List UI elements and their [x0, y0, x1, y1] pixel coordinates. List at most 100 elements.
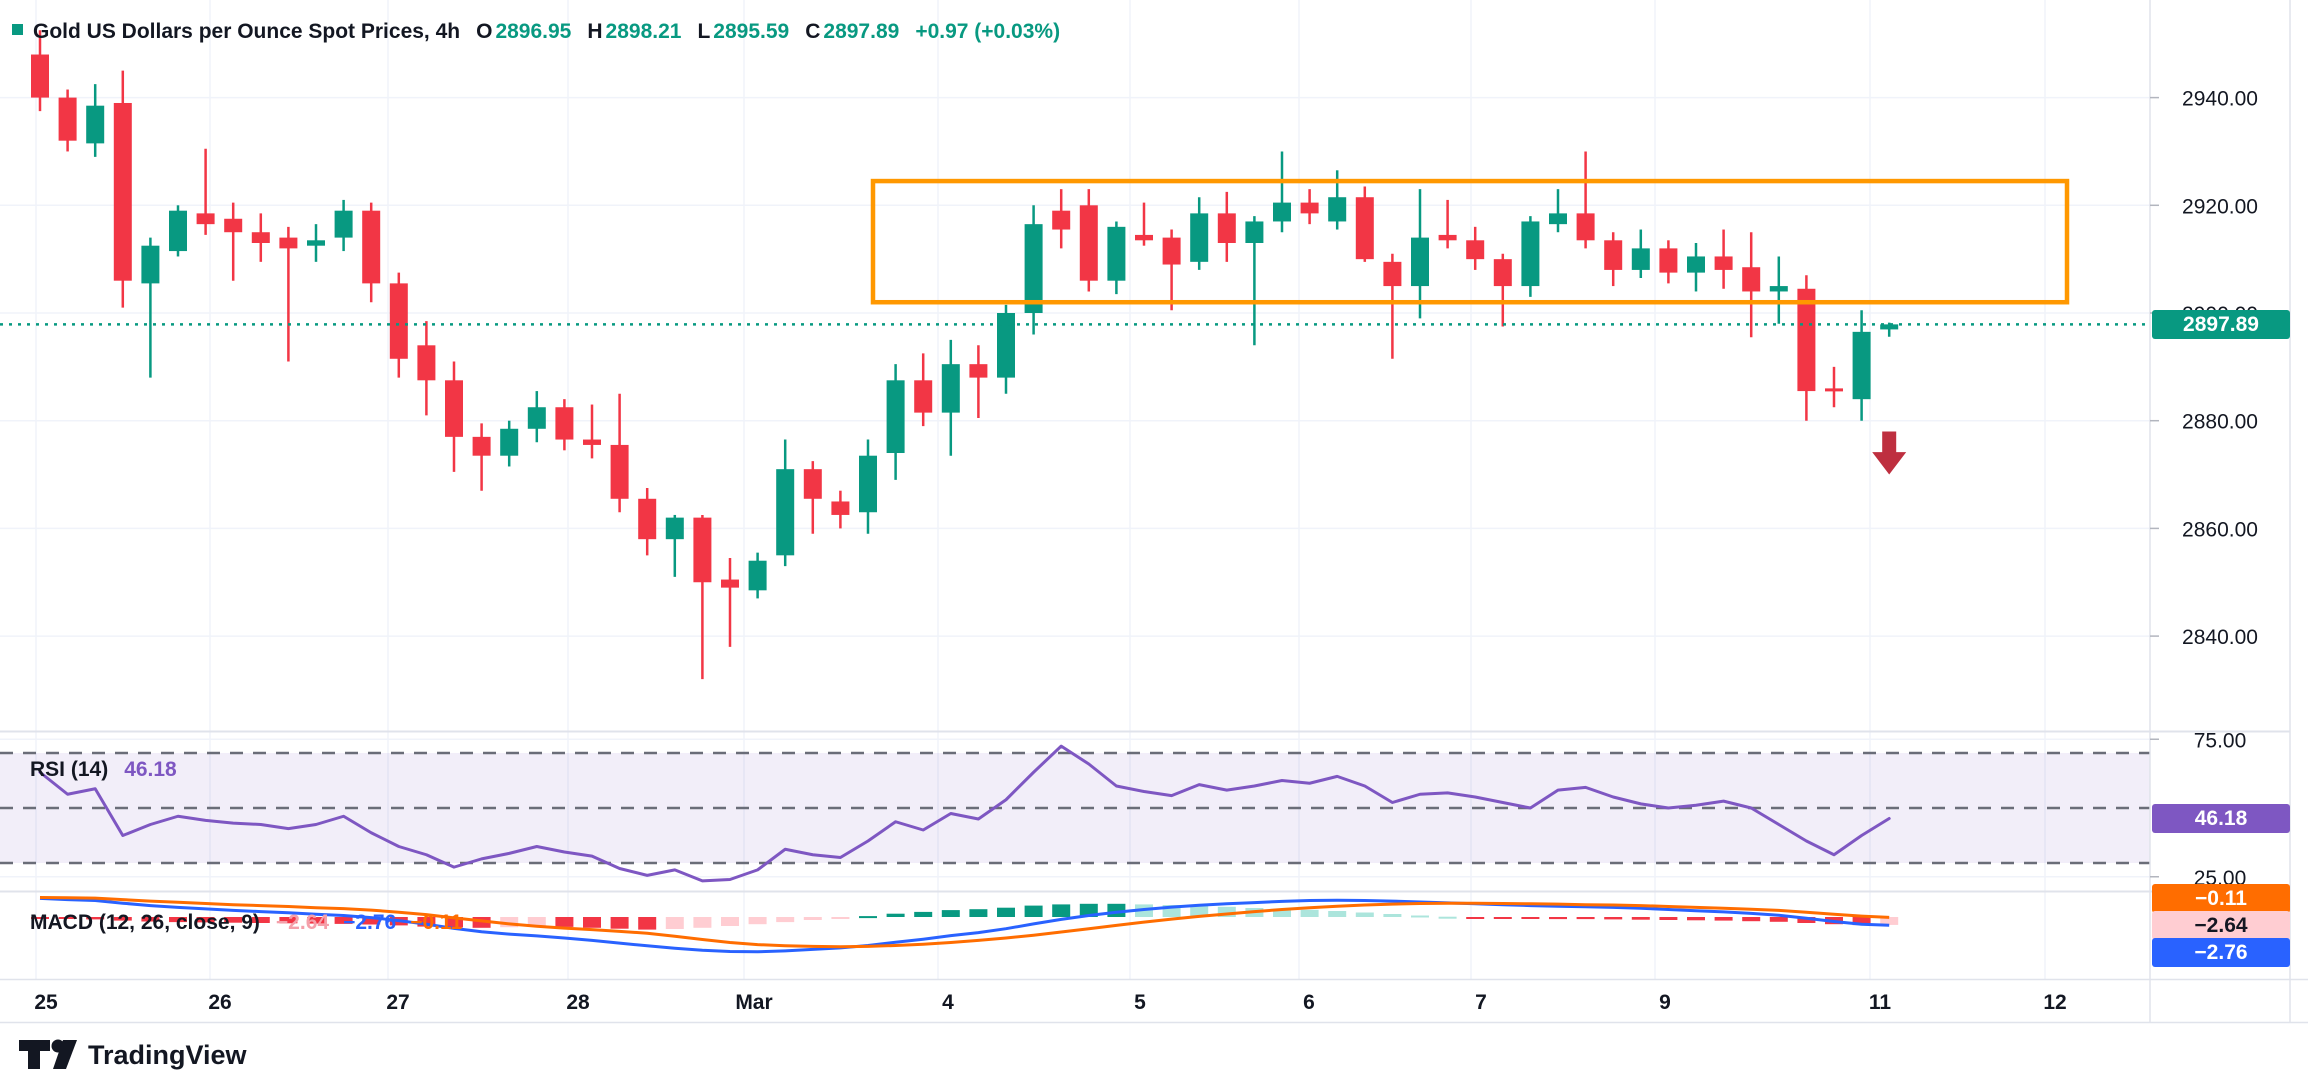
candle-body — [307, 240, 325, 246]
candle-body — [1852, 331, 1871, 400]
time-axis-label[interactable]: 25 — [34, 991, 58, 1014]
macd-hist-bar — [969, 909, 988, 917]
candle-body — [941, 364, 960, 413]
candle-body — [169, 210, 187, 252]
macd-legend[interactable]: MACD (12, 26, close, 9) −2.64 −2.76 −0.1… — [30, 911, 462, 935]
time-axis-label[interactable]: 4 — [942, 991, 954, 1014]
candle-body — [997, 313, 1015, 378]
macd-hist-bar — [141, 917, 160, 922]
time-axis-label[interactable]: 11 — [1869, 991, 1892, 1014]
macd-hist-bar — [721, 917, 739, 926]
candle-body — [1052, 210, 1071, 230]
open-value: 2896.95 — [495, 20, 572, 43]
macd-hist-bar — [1742, 917, 1761, 922]
candle-body — [831, 501, 850, 515]
price-axis-label: 2860.00 — [2182, 518, 2258, 541]
candle-body — [389, 283, 408, 359]
open-label: O — [476, 20, 493, 43]
symbol-title: Gold US Dollars per Ounce Spot Prices, 4… — [33, 20, 461, 43]
macd-hist-bar — [1880, 917, 1899, 925]
candle-body — [334, 210, 353, 238]
candle-body — [1383, 261, 1402, 287]
time-axis-label[interactable]: Mar — [735, 991, 772, 1014]
time-axis-label[interactable]: 27 — [386, 991, 409, 1014]
macd-hist-value: −2.64 — [275, 911, 330, 934]
macd-hist-bar — [196, 917, 215, 923]
rsi-badge: 46.18 — [2152, 804, 2290, 833]
candle-body — [527, 407, 546, 429]
macd-hist-bar — [1576, 917, 1595, 920]
macd-hist-bar — [1521, 917, 1540, 919]
macd-hist-bar — [748, 917, 767, 925]
macd-hist-bar — [914, 911, 933, 917]
price-axis-label: 2920.00 — [2182, 195, 2258, 218]
candle-body — [224, 218, 243, 233]
macd-line — [39, 896, 1890, 954]
candle-body — [969, 364, 988, 378]
candle-body — [803, 469, 822, 499]
candle-body — [31, 54, 49, 98]
time-axis-label[interactable]: 26 — [208, 991, 231, 1014]
macd-hist-bar — [527, 917, 546, 927]
tradingview-logo[interactable]: TradingView — [18, 1038, 247, 1072]
macd-hist-bar — [224, 917, 243, 923]
candle-body — [1604, 240, 1623, 270]
time-axis-label[interactable]: 12 — [2043, 991, 2066, 1014]
rsi-line — [38, 744, 1891, 883]
candle-body — [693, 517, 712, 583]
series-color-swatch — [12, 24, 23, 35]
time-axis-label[interactable]: 9 — [1659, 991, 1671, 1014]
macd-hist-bar — [1355, 912, 1374, 917]
candle-body — [500, 428, 519, 456]
candle-body — [1659, 248, 1678, 273]
candle-body — [417, 345, 436, 381]
macd-hist-bar — [307, 917, 325, 924]
macd-hist-bar — [1549, 917, 1567, 920]
candle-body — [1466, 240, 1485, 260]
candle-body — [776, 469, 795, 556]
macd-hist-bar — [638, 917, 657, 930]
candle-body — [251, 232, 270, 243]
macd-line-value: −2.76 — [343, 911, 397, 934]
macd-hist-bar — [1190, 905, 1209, 917]
rsi-legend[interactable]: RSI (14) 46.18 — [30, 758, 177, 782]
candle-body — [914, 380, 933, 413]
macd-hist-bar — [665, 917, 684, 929]
time-axis-label[interactable]: 6 — [1303, 991, 1315, 1014]
candle-body — [638, 498, 657, 540]
macd-hist-bar — [859, 916, 877, 919]
macd-hist-bar — [555, 917, 574, 927]
time-axis-label[interactable]: 5 — [1134, 991, 1146, 1014]
candle-body — [58, 97, 77, 141]
candle-body — [472, 436, 491, 456]
candle-body — [1079, 205, 1098, 281]
candle-body — [279, 237, 298, 249]
candle-body — [1576, 213, 1595, 241]
macd-hist-bar — [1411, 915, 1429, 918]
candle-body — [141, 245, 160, 284]
macd-hist-bar — [1687, 917, 1705, 921]
low-value: 2895.59 — [713, 20, 790, 43]
macd-hist-bar — [86, 917, 105, 920]
macd-hist-bar — [886, 913, 905, 917]
candle-body — [886, 380, 905, 454]
time-axis-label[interactable]: 28 — [566, 991, 590, 1014]
macd-hist-bar — [113, 917, 132, 921]
candle-body — [86, 105, 105, 144]
change-value: +0.97 (+0.03%) — [915, 20, 1061, 43]
high-label: H — [587, 20, 603, 43]
candle-body — [1190, 213, 1209, 262]
macd-hist-bar — [1631, 917, 1650, 920]
tradingview-logo-text: TradingView — [88, 1039, 247, 1070]
macd-hist-bar — [334, 917, 353, 924]
macd-hist-bar — [1604, 917, 1623, 920]
macd-hist-bar — [58, 917, 77, 919]
candle-body — [1245, 221, 1264, 243]
candle-body — [1549, 213, 1567, 225]
price-axis-label: 2880.00 — [2182, 411, 2258, 434]
candle-body — [748, 560, 767, 591]
time-axis-label[interactable]: 7 — [1475, 991, 1487, 1014]
main-legend[interactable]: Gold US Dollars per Ounce Spot Prices, 4… — [12, 20, 1060, 44]
macd-hist-bar — [1300, 909, 1319, 917]
